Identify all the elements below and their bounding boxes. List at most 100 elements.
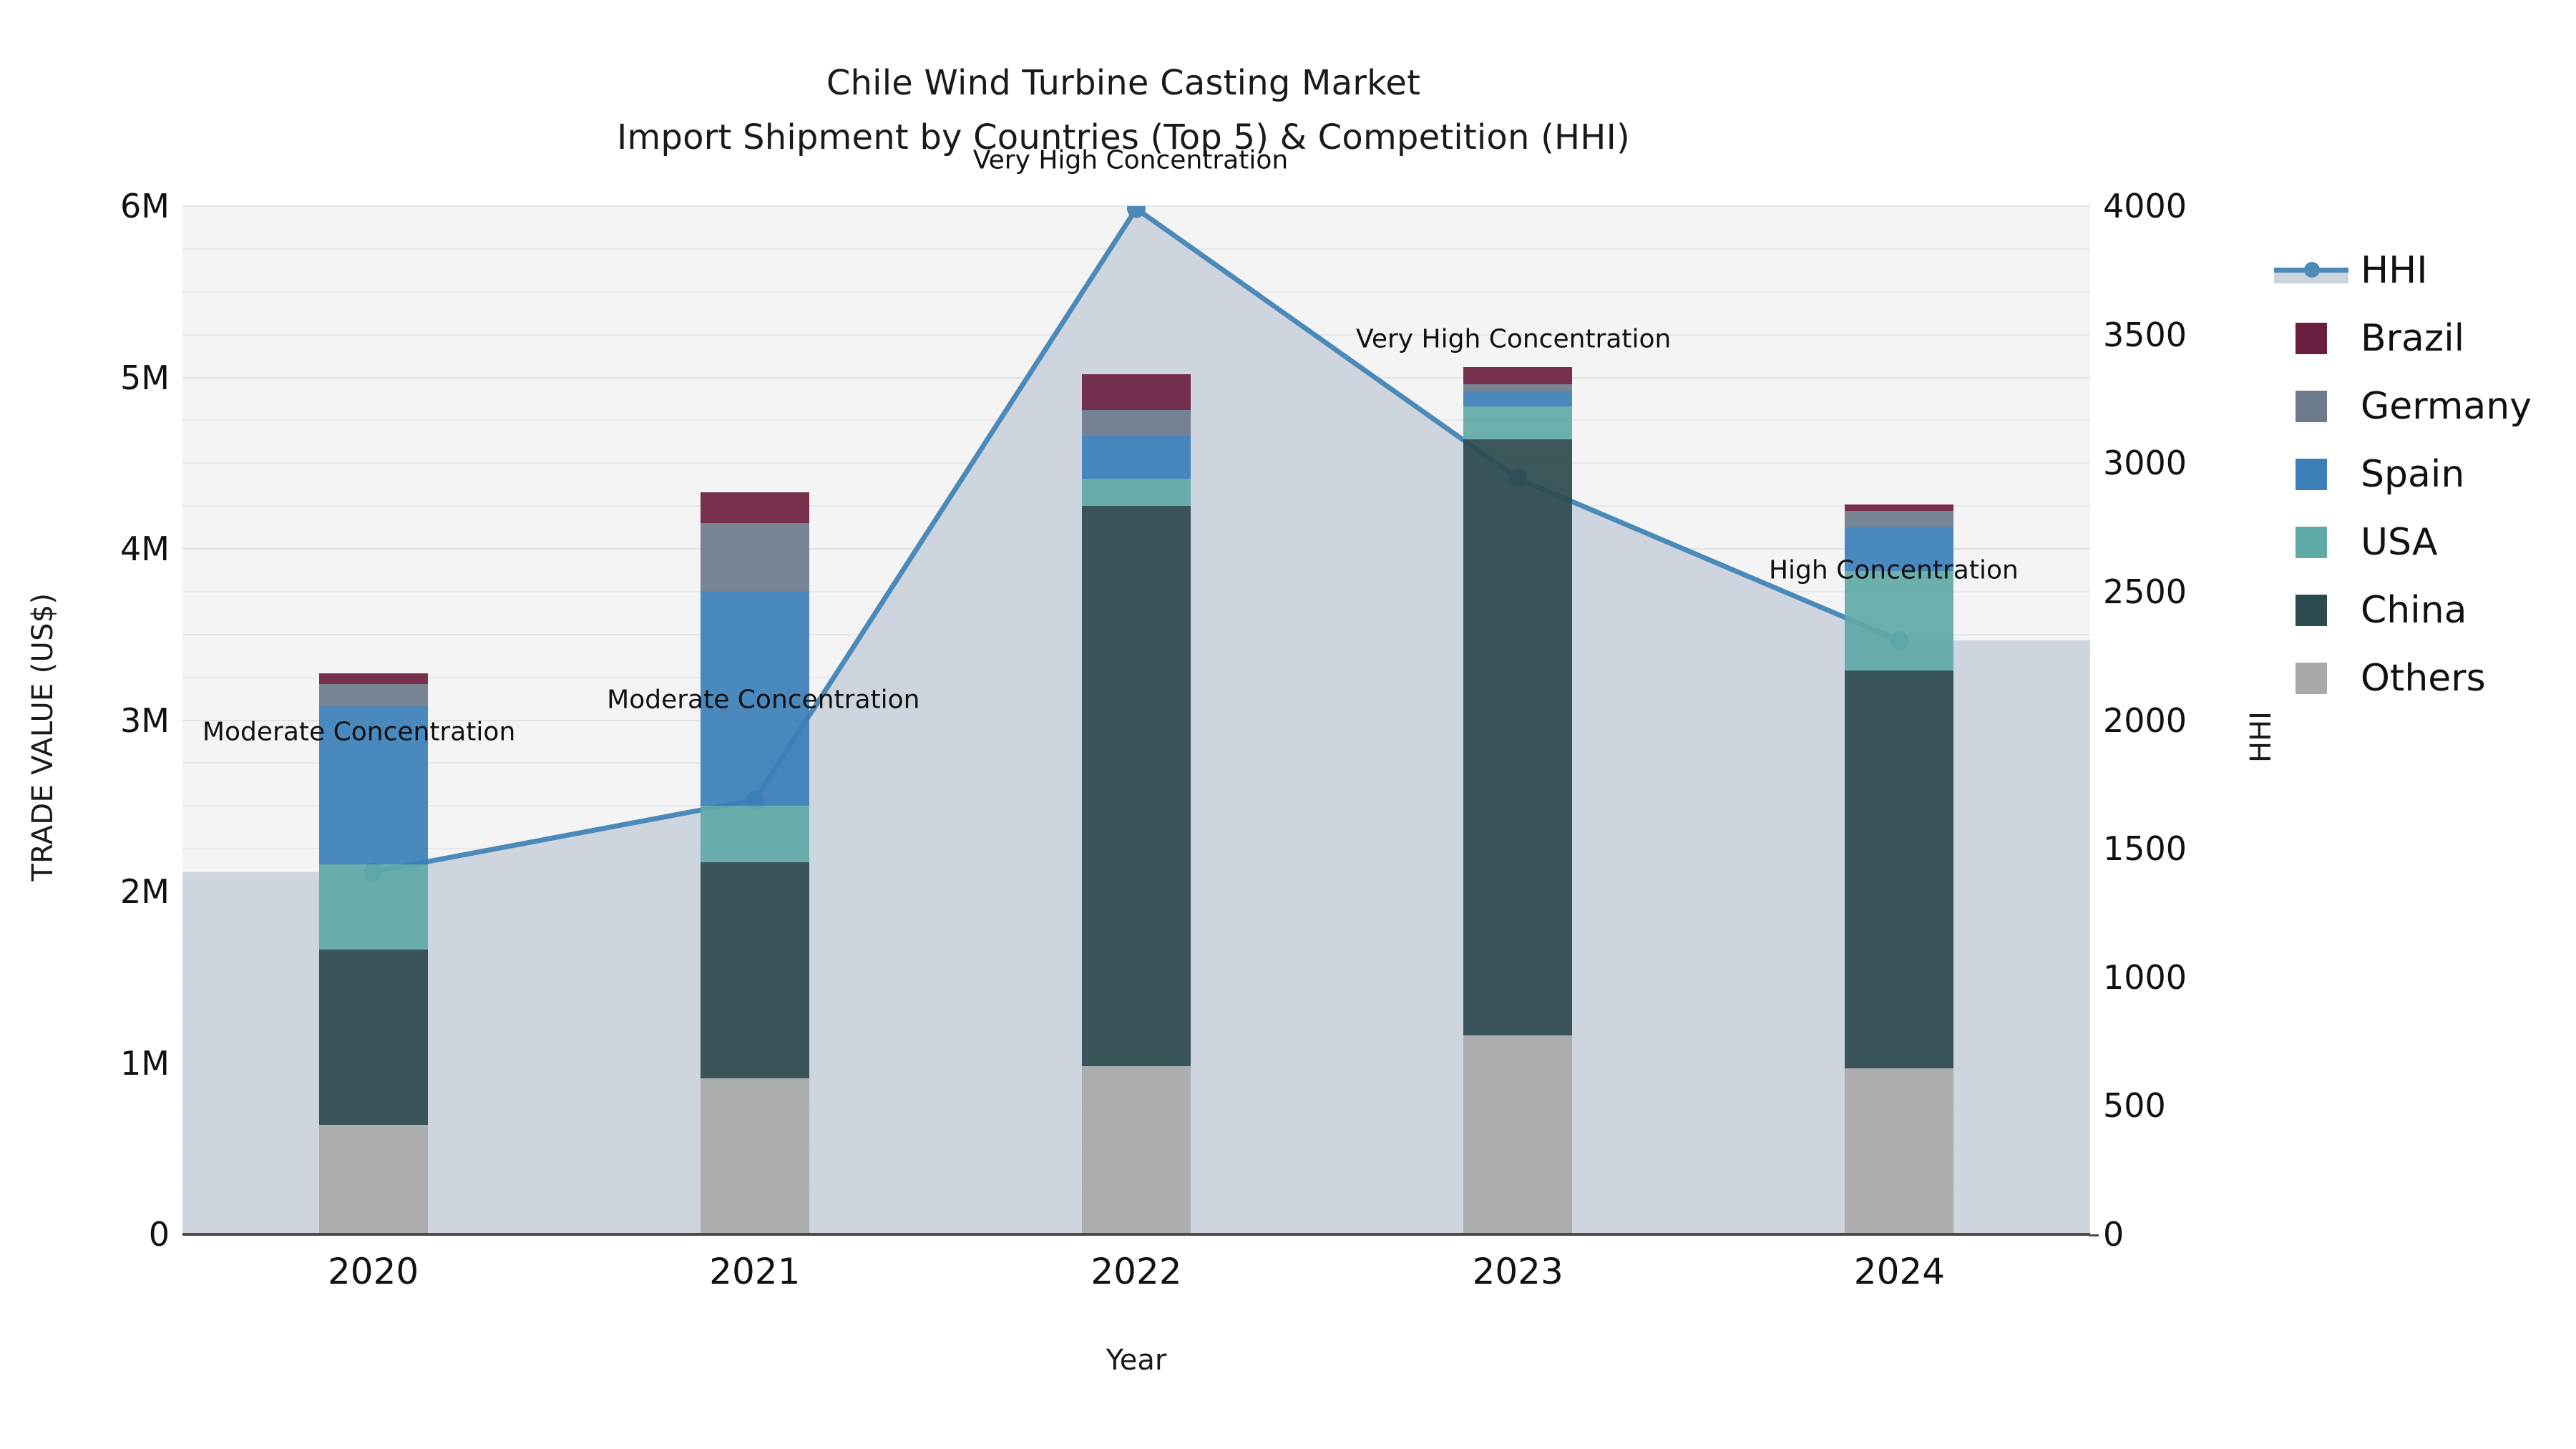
bar-segment-spain[interactable] — [1845, 526, 1954, 572]
bar-stack[interactable] — [1463, 206, 1573, 1234]
legend-swatch-icon — [2272, 662, 2351, 694]
y-axis-left-tick-label: 2M — [120, 872, 170, 911]
bar-segment-brazil[interactable] — [700, 492, 809, 524]
y-axis-right-tick-label: 4000 — [2103, 187, 2187, 225]
bar-segment-others[interactable] — [700, 1078, 809, 1234]
bar-segment-brazil[interactable] — [318, 673, 428, 685]
y-axis-right-tick-label: 2000 — [2103, 701, 2187, 740]
legend-item-label: China — [2361, 588, 2467, 632]
y-axis-left-tick-label: 1M — [120, 1043, 170, 1083]
bar-segment-germany[interactable] — [1463, 384, 1573, 391]
color-swatch-icon — [2296, 458, 2327, 490]
bar-segment-usa[interactable] — [1463, 406, 1573, 439]
x-axis-tick-label: 2021 — [709, 1251, 801, 1292]
concentration-annotation: Very High Concentration — [972, 145, 1289, 175]
legend-item-label: HHI — [2361, 248, 2428, 292]
bar-segment-brazil[interactable] — [1463, 367, 1573, 385]
bar-segment-germany[interactable] — [1845, 511, 1954, 527]
color-swatch-icon — [2296, 322, 2327, 354]
bar-segment-spain[interactable] — [318, 706, 428, 864]
bar-segment-china[interactable] — [1463, 439, 1573, 1036]
legend-item-label: Brazil — [2361, 316, 2465, 360]
x-axis-tick-label: 2022 — [1091, 1251, 1182, 1292]
bar-segment-usa[interactable] — [700, 806, 809, 863]
legend-line-key-icon — [2272, 255, 2351, 286]
legend-swatch-icon — [2272, 594, 2351, 626]
legend-item-label: USA — [2361, 520, 2438, 564]
bar-segment-germany[interactable] — [318, 684, 428, 707]
concentration-annotation: Moderate Concentration — [607, 685, 920, 715]
bar-stack[interactable] — [1082, 206, 1191, 1234]
chart-title-line-1: Chile Wind Turbine Casting Market — [826, 63, 1421, 103]
bar-segment-others[interactable] — [318, 1124, 428, 1234]
y-axis-right-tick-label: 500 — [2103, 1086, 2166, 1126]
x-axis-title: Year — [1106, 1344, 1167, 1377]
bar-segment-usa[interactable] — [318, 864, 428, 950]
y-axis-left-tick-label: 4M — [120, 530, 170, 568]
bar-segment-spain[interactable] — [700, 591, 809, 806]
bar-segment-germany[interactable] — [1082, 410, 1191, 436]
y-axis-left-tick-label: 3M — [120, 701, 170, 740]
legend-item-others[interactable]: Others — [2272, 644, 2532, 712]
bar-segment-brazil[interactable] — [1082, 374, 1191, 411]
concentration-annotation: High Concentration — [1768, 555, 2019, 585]
bar-series-layer — [182, 206, 2090, 1234]
chart-legend: HHI Brazil Germany Spain USA China Others — [2272, 236, 2532, 712]
bar-segment-china[interactable] — [1082, 506, 1191, 1067]
legend-item-china[interactable]: China — [2272, 576, 2532, 644]
y-axis-right-tick-mark — [2089, 1234, 2099, 1236]
y-axis-right-tick-label: 0 — [2103, 1215, 2124, 1254]
bar-stack[interactable] — [1845, 206, 1954, 1234]
legend-item-hhi[interactable]: HHI — [2272, 236, 2532, 304]
y-axis-left-tick-label: 0 — [148, 1215, 170, 1254]
y-axis-left-tick-label: 5M — [120, 358, 170, 397]
y-axis-left-tick-label: 6M — [120, 187, 170, 225]
color-swatch-icon — [2296, 526, 2327, 558]
concentration-annotation: Very High Concentration — [1355, 324, 1672, 354]
y-axis-right-tick-label: 3000 — [2103, 444, 2187, 483]
legend-swatch-icon — [2272, 526, 2351, 558]
legend-item-label: Others — [2361, 656, 2486, 700]
legend-item-germany[interactable]: Germany — [2272, 372, 2532, 440]
bar-stack[interactable] — [700, 206, 809, 1234]
x-axis-tick-label: 2024 — [1853, 1251, 1946, 1292]
x-axis-tick-label: 2023 — [1472, 1251, 1563, 1292]
plot-area: Moderate Concentration Moderate Concentra… — [182, 145, 2090, 1235]
bar-segment-china[interactable] — [700, 862, 809, 1079]
legend-swatch-icon — [2272, 322, 2351, 354]
bar-segment-brazil[interactable] — [1845, 504, 1954, 512]
bar-segment-others[interactable] — [1463, 1035, 1573, 1234]
bar-segment-others[interactable] — [1082, 1066, 1191, 1234]
legend-item-brazil[interactable]: Brazil — [2272, 304, 2532, 372]
legend-item-label: Germany — [2361, 384, 2532, 428]
y-axis-right-tick-label: 1500 — [2103, 829, 2187, 869]
color-swatch-icon — [2296, 390, 2327, 422]
bar-stack[interactable] — [318, 206, 428, 1234]
bar-segment-germany[interactable] — [700, 523, 809, 592]
hhi-marker-icon — [2304, 261, 2320, 278]
legend-item-usa[interactable]: USA — [2272, 508, 2532, 576]
x-axis-tick-label: 2020 — [327, 1251, 419, 1292]
x-axis-line — [182, 1233, 2090, 1236]
hhi-line-icon — [2274, 255, 2348, 286]
bar-segment-spain[interactable] — [1082, 435, 1191, 479]
bar-segment-usa[interactable] — [1845, 571, 1954, 671]
bar-segment-china[interactable] — [318, 950, 428, 1125]
chart-title-line-2: Import Shipment by Countries (Top 5) & C… — [617, 117, 1630, 157]
color-swatch-icon — [2296, 662, 2327, 694]
y-axis-right-tick-label: 2500 — [2103, 572, 2187, 611]
legend-swatch-icon — [2272, 390, 2351, 422]
y-axis-right-tick-label: 3500 — [2103, 315, 2187, 354]
bar-segment-others[interactable] — [1845, 1068, 1954, 1234]
y-axis-left-title: TRADE VALUE (US$) — [26, 592, 59, 882]
bar-segment-china[interactable] — [1845, 670, 1954, 1068]
bar-segment-spain[interactable] — [1463, 391, 1573, 407]
y-axis-right-tick-label: 1000 — [2103, 957, 2187, 997]
hhi-area-icon — [2274, 271, 2348, 283]
chart-title: Chile Wind Turbine Casting Market Import… — [0, 56, 2247, 165]
concentration-annotation: Moderate Concentration — [202, 717, 516, 747]
legend-item-spain[interactable]: Spain — [2272, 440, 2532, 508]
color-swatch-icon — [2296, 594, 2327, 626]
bar-segment-usa[interactable] — [1082, 478, 1191, 507]
